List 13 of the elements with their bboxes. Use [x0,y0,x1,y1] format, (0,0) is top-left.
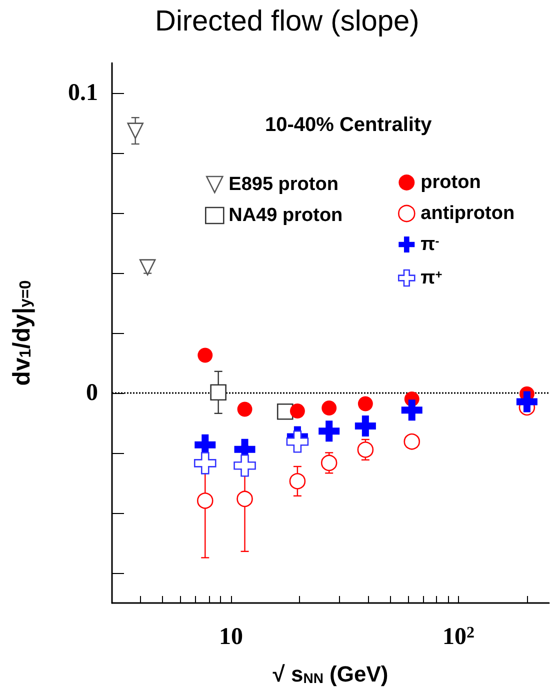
legend-label: proton [420,172,481,193]
x-tick-label: 10 [218,624,243,650]
annotation: 10-40% Centrality [265,114,433,136]
x-axis-title: √ sNN (GeV) [272,662,388,686]
legend-label: NA49 proton [228,205,343,226]
legend-label: π- [420,234,440,255]
y-axis-title: dv1/dy|y=0 [8,280,36,386]
chart-title: Directed flow (slope) [155,6,420,38]
legend-label: E895 proton [228,174,338,195]
y-tick-label: 0.1 [68,80,98,106]
y-tick-label: 0 [86,380,98,406]
legend-label: π+ [420,268,442,288]
legend-label: antiproton [420,203,515,224]
